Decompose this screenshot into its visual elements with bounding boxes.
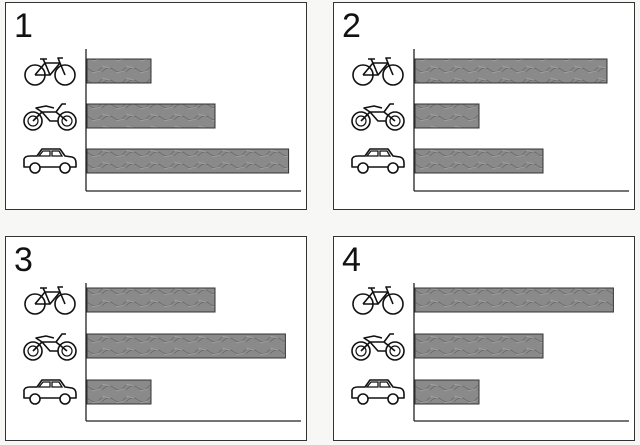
motorcycle-icon	[351, 333, 405, 361]
bar-chart-2	[351, 49, 629, 192]
bar-chart-1	[23, 49, 301, 192]
chart-panel-4: 4	[333, 236, 635, 441]
bar-motorcycle	[414, 333, 544, 359]
car-icon	[23, 148, 77, 174]
panel-number: 2	[342, 7, 361, 45]
panel-number: 4	[342, 241, 361, 279]
bar-bicycle	[86, 287, 216, 313]
bicycle-icon	[352, 57, 404, 86]
bar-motorcycle	[86, 103, 216, 129]
panel-number: 1	[14, 7, 33, 45]
chart-panel-3: 3	[5, 236, 307, 441]
motorcycle-icon	[351, 103, 405, 131]
car-icon	[351, 148, 405, 174]
bicycle-icon	[24, 57, 76, 86]
bicycle-icon	[24, 286, 76, 315]
motorcycle-icon	[23, 103, 77, 131]
car-icon	[23, 379, 77, 405]
bar-chart-3	[23, 283, 301, 422]
chart-panel-1: 1	[5, 2, 307, 210]
bar-car	[86, 379, 152, 405]
bicycle-icon	[352, 286, 404, 315]
bar-motorcycle	[414, 103, 480, 129]
bar-chart-4	[351, 283, 629, 422]
panel-number: 3	[14, 241, 33, 279]
bar-bicycle	[414, 287, 614, 313]
motorcycle-icon	[23, 333, 77, 361]
bar-motorcycle	[86, 333, 286, 359]
bar-bicycle	[86, 58, 152, 84]
chart-panel-2: 2	[333, 2, 635, 210]
bar-car	[414, 379, 480, 405]
bar-car	[86, 148, 290, 174]
car-icon	[351, 379, 405, 405]
bar-bicycle	[414, 58, 608, 84]
bar-car	[414, 148, 544, 174]
